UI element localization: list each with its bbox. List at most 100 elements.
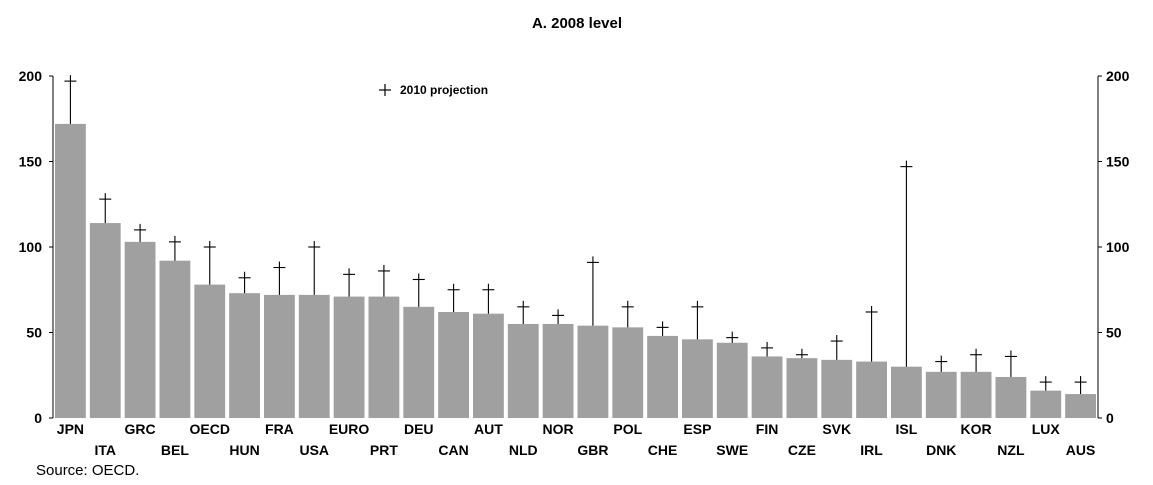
category-label: IRL xyxy=(860,442,883,458)
projection-marker-prt xyxy=(377,264,390,297)
bar-nzl xyxy=(995,376,1027,418)
category-label: GBR xyxy=(577,442,608,458)
projection-marker-hun xyxy=(238,271,251,294)
category-label: JPN xyxy=(57,421,84,437)
projection-marker-lux xyxy=(1039,376,1052,391)
bar-nld xyxy=(507,323,539,418)
category-label: HUN xyxy=(229,442,259,458)
bar-grc xyxy=(124,241,156,418)
projection-marker-esp xyxy=(691,300,704,340)
bar-fin xyxy=(751,356,783,418)
bar-ita xyxy=(89,223,121,418)
projection-marker-dnk xyxy=(935,355,948,372)
source-note: Source: OECD. xyxy=(36,462,140,479)
category-label: SWE xyxy=(716,442,748,458)
bar-aut xyxy=(473,313,504,418)
bar-bel xyxy=(159,260,191,418)
y-tick-label-left: 150 xyxy=(19,154,43,170)
projection-marker-irl xyxy=(865,305,878,362)
y-axis-right: 0 50 100 150 200 xyxy=(1097,68,1130,426)
projection-marker-kor xyxy=(970,348,983,372)
projection-marker-svk xyxy=(830,335,843,360)
projection-marker-fin xyxy=(761,341,774,357)
category-label: GRC xyxy=(125,421,156,437)
bar-euro xyxy=(333,296,365,418)
projection-marker-aus xyxy=(1074,376,1087,395)
legend-label: 2010 projection xyxy=(400,83,488,97)
category-label: DNK xyxy=(926,442,956,458)
y-tick-label-left: 0 xyxy=(34,410,42,426)
category-label: ESP xyxy=(683,421,711,437)
bar-oecd xyxy=(194,284,226,418)
projection-marker-fra xyxy=(273,261,286,295)
bar-kor xyxy=(960,371,992,418)
projection-marker-swe xyxy=(726,331,739,343)
category-label: DEU xyxy=(404,421,434,437)
projection-marker-usa xyxy=(308,241,321,295)
y-tick-label-right: 200 xyxy=(1106,68,1130,84)
bar-nor xyxy=(542,323,574,418)
bar-deu xyxy=(403,306,435,418)
category-label: PRT xyxy=(370,442,398,458)
projection-marker-gbr xyxy=(586,256,599,326)
projection-marker-jpn xyxy=(64,75,77,124)
y-tick-label-right: 100 xyxy=(1106,239,1130,255)
projection-marker-oecd xyxy=(203,241,216,285)
bar-irl xyxy=(856,361,887,418)
bar-pol xyxy=(612,327,644,418)
category-label: FRA xyxy=(265,421,294,437)
projection-marker-nor xyxy=(552,309,565,324)
y-tick-label-right: 0 xyxy=(1106,410,1114,426)
projection-marker-nzl xyxy=(1004,350,1017,377)
bar-usa xyxy=(298,294,330,418)
projection-marker-grc xyxy=(134,223,147,242)
projection-marker-euro xyxy=(343,268,356,297)
projection-marker-cze xyxy=(795,348,808,359)
category-label: FIN xyxy=(756,421,779,437)
projection-marker-can xyxy=(447,283,460,312)
projection-marker-ita xyxy=(99,193,112,224)
category-label: OECD xyxy=(190,421,230,437)
projection-marker-deu xyxy=(412,273,425,307)
bar-swe xyxy=(716,342,748,418)
bar-esp xyxy=(682,339,713,418)
bar-cze xyxy=(786,358,818,418)
projection-marker-isl xyxy=(900,160,913,367)
bar-fra xyxy=(264,294,295,418)
bar-lux xyxy=(1030,390,1062,418)
bar-isl xyxy=(891,366,922,418)
bar-aus xyxy=(1065,394,1096,418)
bar-che xyxy=(647,335,678,418)
category-label: NZL xyxy=(997,442,1025,458)
bars xyxy=(55,123,1096,418)
bar-prt xyxy=(368,296,400,418)
category-label: ITA xyxy=(94,442,116,458)
category-label: AUT xyxy=(474,421,503,437)
y-tick-label-left: 100 xyxy=(19,239,43,255)
projection-marker-nld xyxy=(517,300,530,324)
category-label: SVK xyxy=(822,421,851,437)
category-label: AUS xyxy=(1066,442,1096,458)
projection-marker-che xyxy=(656,321,669,336)
bar-svk xyxy=(821,359,853,418)
category-label: CAN xyxy=(438,442,468,458)
category-label: ISL xyxy=(896,421,918,437)
category-label: CHE xyxy=(648,442,678,458)
y-tick-label-right: 50 xyxy=(1106,325,1122,341)
category-label: NOR xyxy=(543,421,574,437)
category-label: NLD xyxy=(509,442,538,458)
y-tick-label-left: 200 xyxy=(19,68,43,84)
category-label: LUX xyxy=(1032,421,1061,437)
bar-can xyxy=(438,311,469,418)
legend: 2010 projection xyxy=(379,83,488,97)
projection-marker-pol xyxy=(621,300,634,328)
y-tick-label-right: 150 xyxy=(1106,154,1130,170)
bar-dnk xyxy=(925,371,957,418)
projection-marker-bel xyxy=(168,235,181,261)
category-label: POL xyxy=(613,421,642,437)
bar-jpn xyxy=(55,123,86,418)
bar-hun xyxy=(229,293,260,418)
category-label: EURO xyxy=(329,421,370,437)
